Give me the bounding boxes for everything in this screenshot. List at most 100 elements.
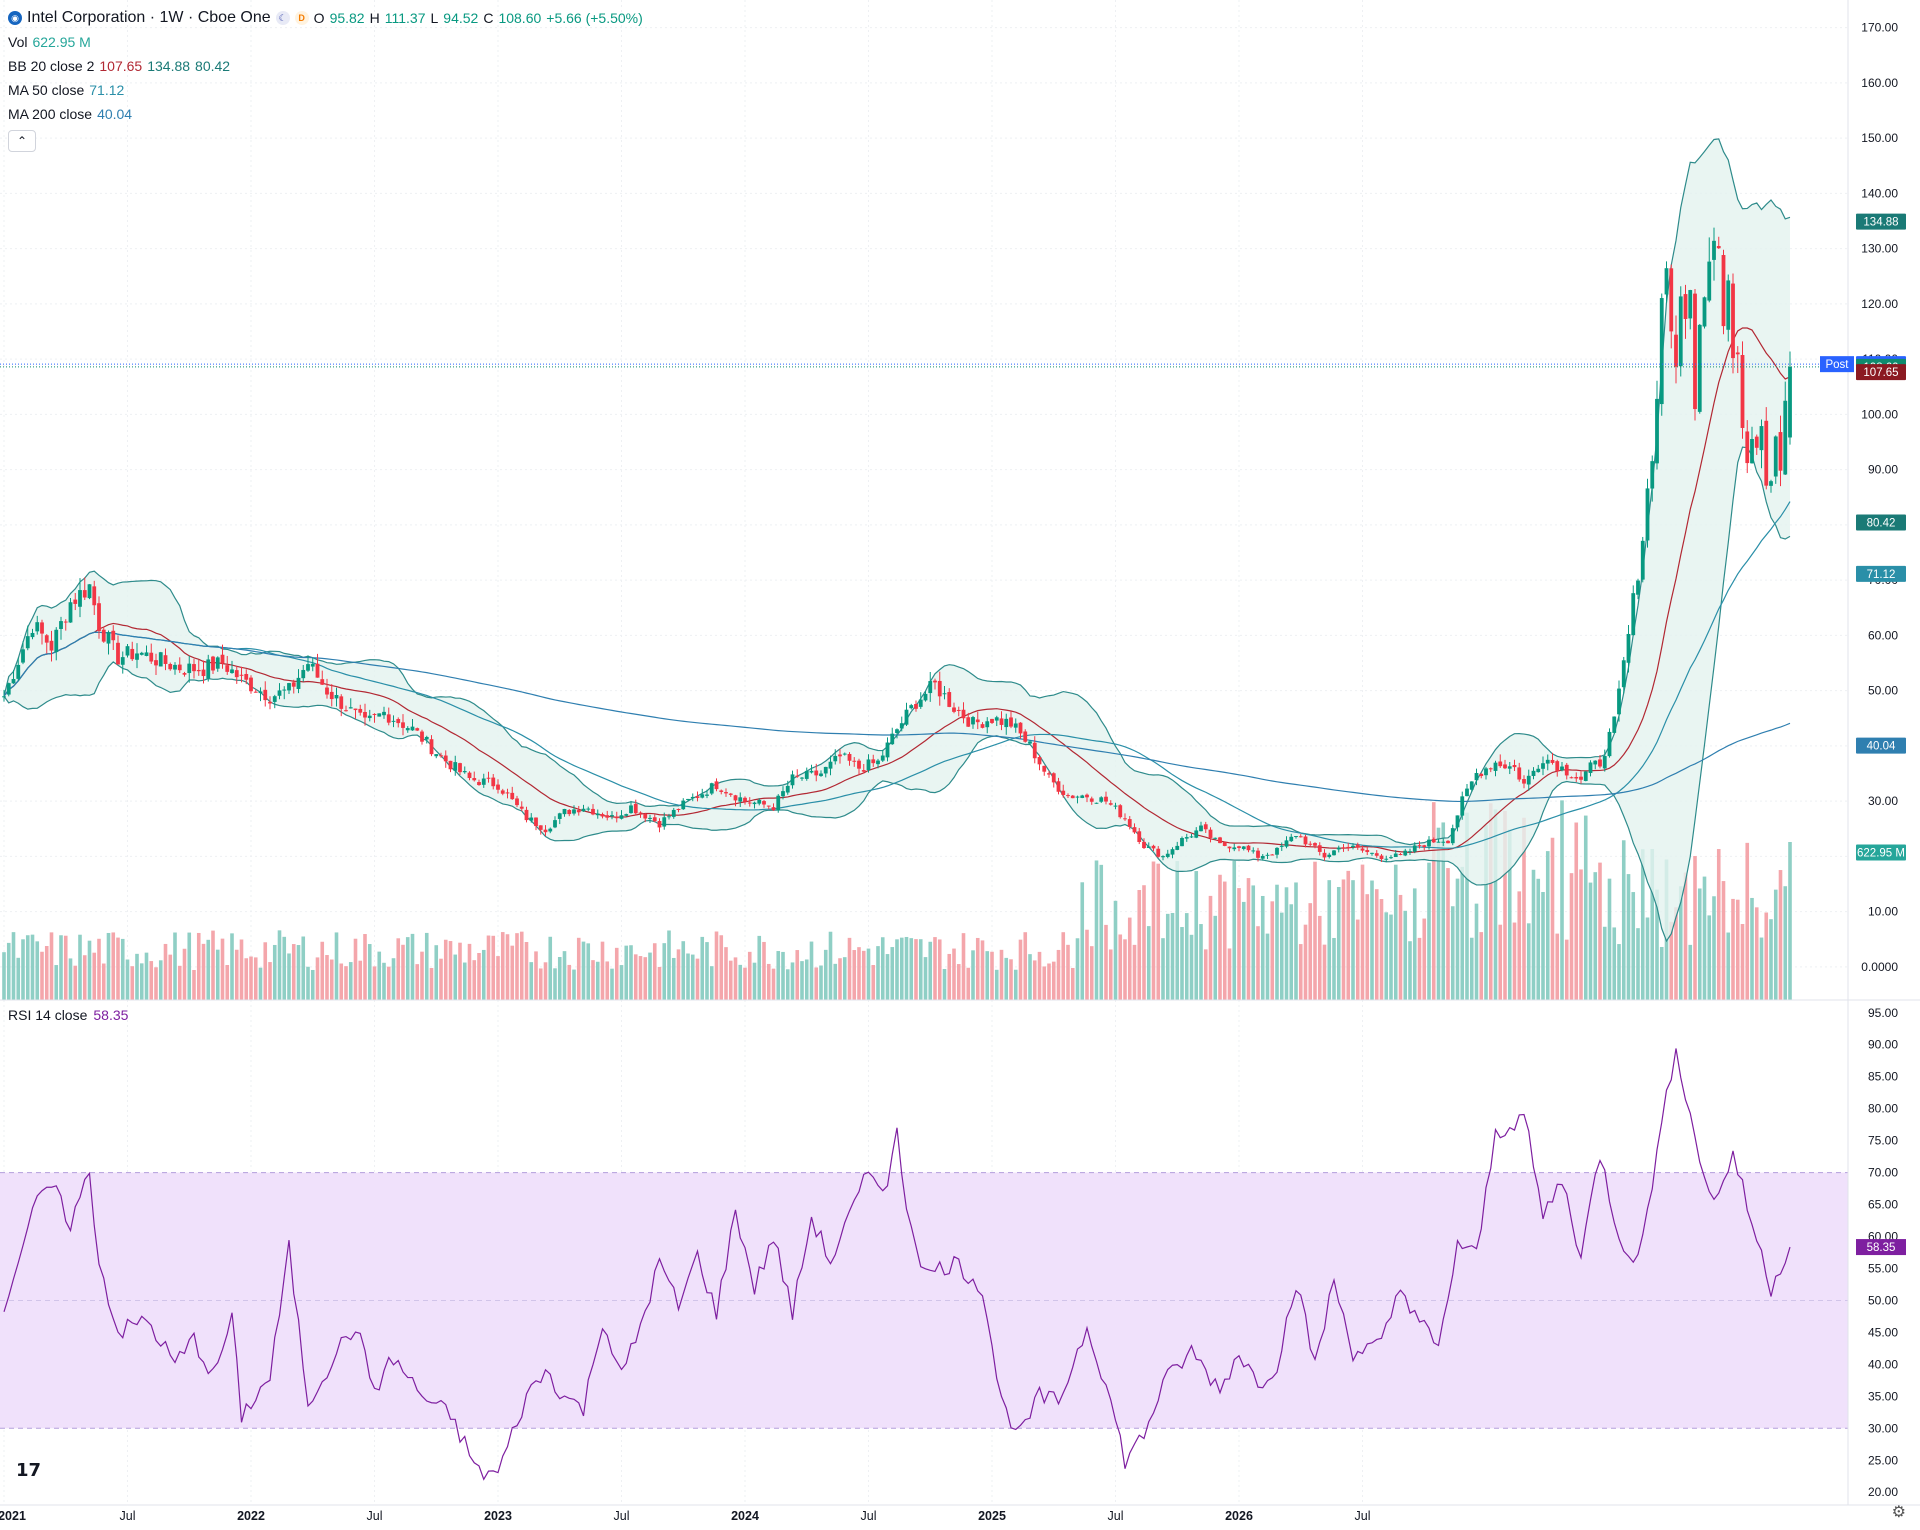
rsi-legend[interactable]: RSI 14 close 58.35 (8, 1007, 128, 1023)
candle-body (1598, 759, 1602, 767)
volume-bar (1408, 941, 1412, 1000)
rsi-value: 58.35 (93, 1007, 129, 1023)
bb-legend[interactable]: BB 20 close 2 107.65 134.88 80.42 (8, 54, 643, 78)
volume-bar (1142, 885, 1146, 1000)
candle-body (106, 632, 111, 644)
candle-body (1085, 794, 1089, 798)
candle (1080, 794, 1085, 799)
candle (168, 662, 173, 671)
candle-body (325, 687, 329, 695)
candle (1778, 415, 1783, 487)
volume-bar (990, 951, 994, 1000)
candle (638, 811, 643, 818)
volume-bar (1431, 802, 1436, 1000)
candle (804, 767, 809, 781)
candle (648, 814, 652, 823)
candle-body (439, 755, 443, 757)
candle-body (1336, 847, 1341, 850)
candle (272, 694, 277, 709)
candle-body (249, 677, 253, 692)
candle-body (1674, 334, 1678, 367)
volume-bar (1089, 946, 1094, 1000)
volume-bar (1674, 907, 1678, 1000)
candle (1655, 380, 1659, 470)
volume-bar (1574, 822, 1579, 1000)
volume-bar (491, 935, 496, 1000)
candle (277, 683, 282, 700)
candle-body (1688, 290, 1693, 319)
candle-body (534, 817, 538, 827)
candle (163, 648, 168, 671)
volume-legend[interactable]: Vol 622.95 M (8, 30, 643, 54)
candle (1427, 836, 1431, 850)
volume-bar (1322, 944, 1327, 1000)
price-badge (1856, 364, 1906, 381)
delayed-badge-icon[interactable]: D (294, 11, 309, 25)
candle-body (16, 664, 21, 679)
candle (838, 748, 842, 764)
volume-bar (377, 951, 382, 1000)
candle-body (225, 665, 230, 672)
price-tick-label: 120.00 (1861, 297, 1898, 311)
volume-bar (1612, 927, 1617, 1000)
candle-body (429, 739, 434, 755)
price-tick-label: 90.00 (1868, 463, 1898, 477)
candle (961, 702, 966, 724)
candle (1018, 722, 1023, 739)
candle (25, 625, 30, 651)
candle (686, 798, 690, 802)
ma50-legend[interactable]: MA 50 close 71.12 (8, 78, 643, 102)
candle-body (624, 814, 629, 816)
volume-bar (462, 962, 467, 1000)
candle (1645, 478, 1650, 548)
collapse-legend-button[interactable]: ⌃ (8, 130, 36, 152)
volume-bar (125, 959, 130, 1000)
candle-body (828, 761, 833, 769)
candle-body (1408, 851, 1412, 853)
volume-bar (1241, 901, 1246, 1000)
candle-body (990, 718, 994, 723)
moon-icon[interactable]: ☾ (275, 11, 290, 25)
candle-body (1346, 846, 1351, 848)
candle-body (524, 809, 529, 821)
tradingview-logo-icon[interactable]: 17 (16, 1460, 42, 1481)
volume-bar (714, 931, 719, 1000)
volume-bar (1693, 856, 1697, 1000)
candle (904, 702, 909, 727)
candle (1393, 850, 1398, 858)
candle-body (1279, 845, 1284, 847)
candle (282, 686, 287, 700)
candle-body (1156, 848, 1161, 857)
volume-bar (1526, 923, 1531, 1000)
candle-body (239, 674, 244, 676)
candle (1085, 793, 1089, 803)
candle-body (605, 815, 610, 818)
candle (448, 760, 453, 773)
volume-bar (880, 937, 885, 1000)
volume-bar (496, 956, 500, 1000)
volume-bar (885, 954, 890, 1000)
candle (1208, 827, 1213, 843)
candle (980, 722, 985, 729)
candle-body (1308, 843, 1313, 845)
gear-icon[interactable]: ⚙ (1891, 1504, 1906, 1521)
candle-body (6, 683, 11, 695)
price-tick-label: 30.00 (1868, 794, 1898, 808)
symbol-title[interactable]: Intel Corporation · 1W · Cboe One (27, 9, 271, 26)
volume-bar (481, 949, 486, 1000)
candle-body (244, 673, 249, 680)
candle-body (30, 632, 35, 638)
candle (253, 689, 258, 693)
volume-bar (1360, 864, 1365, 1000)
candle (1612, 716, 1617, 734)
volume-bar (985, 951, 990, 1000)
time-tick-label: Jul (120, 1509, 136, 1523)
ma200-legend[interactable]: MA 200 close 40.04 (8, 102, 643, 126)
rsi-tick-label: 25.00 (1868, 1453, 1898, 1467)
volume-bar (396, 938, 401, 1000)
candle-body (942, 693, 947, 695)
candle (16, 657, 21, 681)
candle (154, 653, 158, 676)
volume-bar (1707, 915, 1712, 1000)
